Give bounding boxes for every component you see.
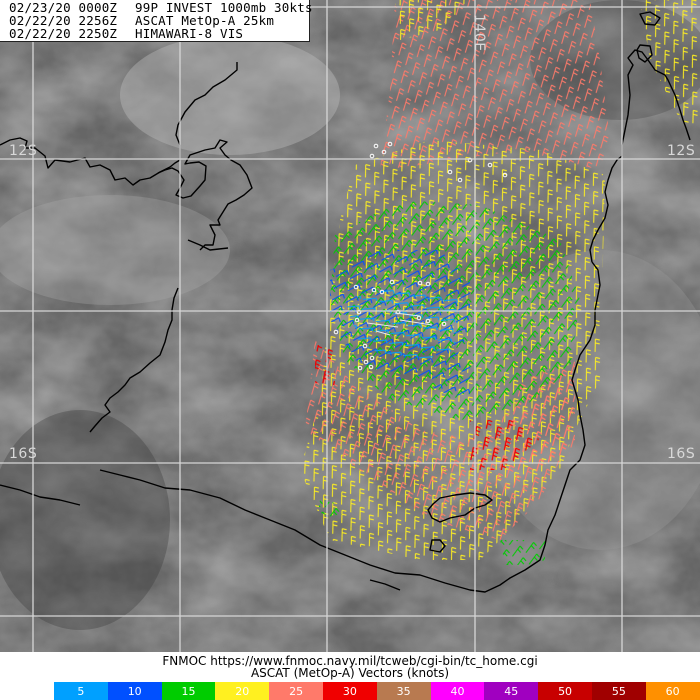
footer-product: ASCAT (MetOp-A) Vectors (knots) bbox=[250, 666, 450, 680]
header-time: 02/22/20 2250Z bbox=[9, 26, 118, 41]
wind-region-25kt-south bbox=[305, 340, 575, 540]
legend-cell-45: 45 bbox=[484, 682, 539, 700]
map-canvas bbox=[0, 0, 700, 652]
header-text: ASCAT MetOp-A 25km bbox=[135, 13, 275, 28]
wind-region-25kt-north bbox=[380, 0, 610, 170]
lat-lon-grid bbox=[0, 0, 700, 652]
header-line-scatterometer: 02/22/20 2256Z ASCAT MetOp-A 25km bbox=[9, 14, 274, 27]
legend-cell-35: 35 bbox=[376, 682, 431, 700]
header-line-satellite: 02/22/20 2250Z HIMAWARI-8 VIS bbox=[9, 27, 243, 40]
lat-label-16s-right: 16S bbox=[667, 446, 696, 462]
legend-cell-50: 50 bbox=[538, 682, 592, 700]
header-time: 02/22/20 2256Z bbox=[9, 13, 118, 28]
legend-cell-5: 5 bbox=[54, 682, 108, 700]
legend-cell-25: 25 bbox=[269, 682, 323, 700]
header-info-box: 02/23/20 0000Z 99P INVEST 1000mb 30kts 02… bbox=[0, 0, 313, 42]
legend-cell-40: 40 bbox=[430, 682, 485, 700]
wind-region-30kt bbox=[470, 420, 540, 470]
header-line-storm: 02/23/20 0000Z 99P INVEST 1000mb 30kts bbox=[9, 1, 313, 14]
lat-label-12s-right: 12S bbox=[667, 143, 696, 159]
coastline bbox=[0, 11, 691, 593]
legend-cell-15: 15 bbox=[161, 682, 216, 700]
legend-cell-60: 60 bbox=[645, 682, 700, 700]
lon-label-140e: 140E bbox=[471, 14, 487, 52]
legend-cell-30: 30 bbox=[322, 682, 377, 700]
footer-source: FNMOC https://www.fnmoc.navy.mil/tcweb/c… bbox=[162, 654, 538, 668]
lat-label-16s-left: 16S bbox=[9, 446, 38, 462]
wind-region-20kt-northeast bbox=[640, 0, 700, 130]
wind-region-5kt-core bbox=[345, 285, 460, 365]
calm-streaks bbox=[366, 312, 433, 336]
legend-cell-10: 10 bbox=[107, 682, 162, 700]
legend-cell-55: 55 bbox=[591, 682, 646, 700]
lat-label-12s-left: 12S bbox=[9, 143, 38, 159]
wind-speed-legend: 5 10 15 20 25 30 35 40 45 50 55 60 bbox=[54, 682, 700, 700]
satellite-map: 140E 12S 12S 16S 16S bbox=[0, 0, 700, 652]
header-text: HIMAWARI-8 VIS bbox=[135, 26, 244, 41]
wind-vector-swath bbox=[300, 0, 700, 565]
legend-cell-20: 20 bbox=[215, 682, 270, 700]
header-text: 99P INVEST 1000mb 30kts bbox=[135, 0, 313, 15]
header-time: 02/23/20 0000Z bbox=[9, 0, 118, 15]
